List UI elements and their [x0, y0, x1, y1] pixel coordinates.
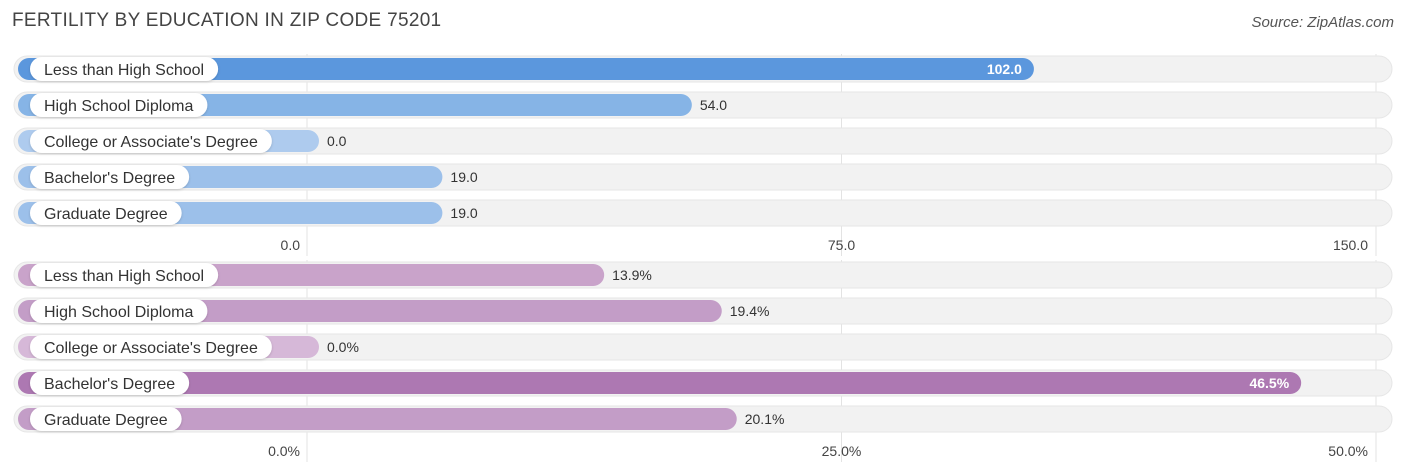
tick-label: 150.0: [1333, 237, 1368, 253]
bar-row: College or Associate's Degree 0.0: [13, 127, 1393, 155]
category-pill: [30, 299, 208, 323]
value-label: 0.0: [327, 133, 347, 149]
category-label: Graduate Degree: [44, 206, 168, 223]
chart-title: FERTILITY BY EDUCATION IN ZIP CODE 75201: [12, 10, 442, 31]
tick-label: 50.0%: [1328, 443, 1368, 459]
category-pill: [30, 201, 182, 225]
value-label: 13.9%: [612, 267, 652, 283]
value-label: 102.0: [987, 61, 1022, 77]
category-label: College or Associate's Degree: [44, 134, 258, 151]
bar-row: Bachelor's Degree 46.5%: [13, 369, 1393, 397]
bar-row: Graduate Degree 19.0: [13, 199, 1393, 227]
category-pill: [30, 129, 272, 153]
bar: [18, 372, 1302, 394]
value-label: 46.5%: [1249, 375, 1289, 391]
value-label: 54.0: [700, 97, 727, 113]
bar-row: High School Diploma 19.4%: [13, 297, 1393, 325]
category-label: Bachelor's Degree: [44, 376, 175, 393]
value-label: 19.4%: [730, 303, 770, 319]
bar-row: Graduate Degree 20.1%: [13, 405, 1393, 433]
category-label: Less than High School: [44, 62, 204, 79]
value-label: 20.1%: [745, 411, 785, 427]
bar: [18, 408, 737, 430]
category-pill: [30, 93, 208, 117]
category-pill: [30, 165, 190, 189]
value-label: 0.0%: [327, 339, 359, 355]
category-pill: [30, 263, 219, 287]
category-pill: [30, 335, 272, 359]
category-pill: [30, 57, 219, 81]
bar-track: [13, 127, 1393, 155]
category-pill: [30, 371, 190, 395]
category-label: Less than High School: [44, 268, 204, 285]
tick-label: 25.0%: [822, 443, 862, 459]
bar: [18, 58, 1034, 80]
bar-row: Less than High School 13.9%: [13, 261, 1393, 289]
value-label: 19.0: [450, 169, 477, 185]
tick-label: 0.0%: [268, 443, 300, 459]
category-label: Graduate Degree: [44, 412, 168, 429]
category-label: Bachelor's Degree: [44, 170, 175, 187]
bar-row: High School Diploma 54.0: [13, 91, 1393, 119]
tick-label: 75.0: [828, 237, 855, 253]
bar-row: Bachelor's Degree 19.0: [13, 163, 1393, 191]
bar-row: Less than High School 102.0: [13, 55, 1393, 83]
category-label: College or Associate's Degree: [44, 340, 258, 357]
source-note: Source: ZipAtlas.com: [1251, 14, 1394, 31]
category-pill: [30, 407, 182, 431]
value-label: 19.0: [450, 205, 477, 221]
bar-row: College or Associate's Degree 0.0%: [13, 333, 1393, 361]
tick-label: 0.0: [281, 237, 301, 253]
bar-track: [13, 333, 1393, 361]
category-label: High School Diploma: [44, 304, 194, 321]
category-label: High School Diploma: [44, 98, 194, 115]
